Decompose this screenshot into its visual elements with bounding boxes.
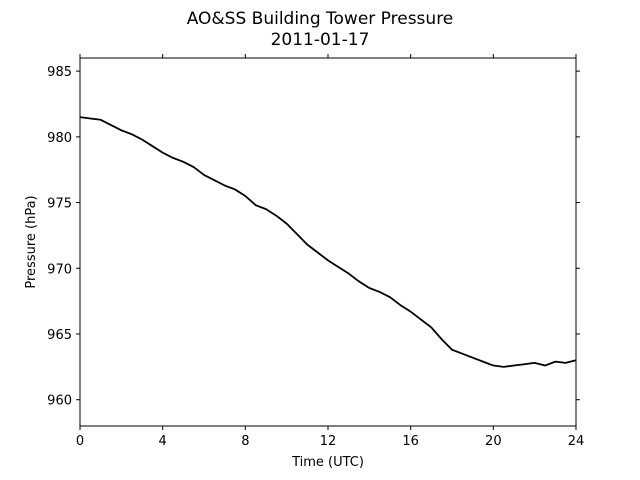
y-axis-label: Pressure (hPa) bbox=[24, 195, 39, 288]
x-tick-label: 0 bbox=[76, 434, 84, 449]
y-axis-ticks: 960 965 970 975 980 985 bbox=[47, 65, 580, 409]
x-tick-label: 16 bbox=[402, 434, 419, 449]
chart-title: AO&SS Building Tower Pressure bbox=[187, 9, 454, 29]
x-tick-label: 12 bbox=[320, 434, 337, 449]
y-tick-label: 965 bbox=[47, 328, 72, 343]
x-tick-label: 20 bbox=[485, 434, 502, 449]
y-tick-label: 970 bbox=[47, 262, 72, 277]
y-tick-label: 960 bbox=[47, 394, 72, 409]
x-tick-label: 24 bbox=[568, 434, 585, 449]
x-tick-label: 8 bbox=[241, 434, 249, 449]
x-axis-label: Time (UTC) bbox=[291, 455, 364, 470]
y-tick-label: 980 bbox=[47, 131, 72, 146]
pressure-series-line bbox=[79, 116, 577, 368]
x-tick-label: 4 bbox=[159, 434, 167, 449]
y-tick-label: 975 bbox=[47, 197, 72, 212]
plot-frame bbox=[79, 57, 577, 427]
chart-subtitle: 2011-01-17 bbox=[271, 30, 370, 50]
y-tick-label: 985 bbox=[47, 65, 72, 80]
x-axis-ticks: 0 4 8 12 16 20 24 bbox=[76, 54, 584, 449]
